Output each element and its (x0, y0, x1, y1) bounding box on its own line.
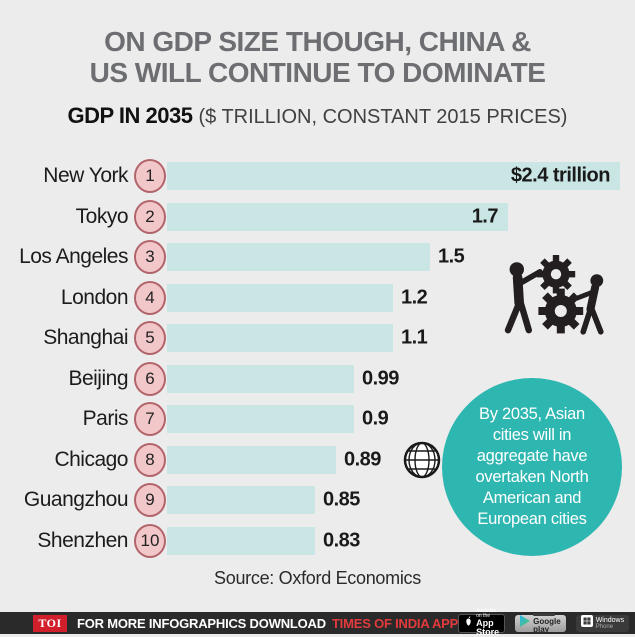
rank-badge: 9 (134, 483, 166, 518)
value-label: 0.99 (362, 367, 399, 390)
rank-badge: 10 (134, 523, 166, 558)
gdp-bar (167, 283, 393, 312)
city-label: Paris (82, 407, 129, 431)
title-line-1: ON GDP SIZE THOUGH, CHINA & (104, 26, 531, 57)
gdp-bar (167, 324, 393, 353)
gdp-bar (167, 364, 354, 393)
annotation-bubble: By 2035, Asian cities will in aggregate ha… (442, 378, 622, 556)
value-label: 0.85 (323, 488, 360, 511)
chart-row: Shenzhen 0.83 10 (0, 521, 635, 562)
city-label: Shanghai (43, 326, 128, 350)
footer-text-red: TIMES OF INDIA APP (331, 615, 459, 631)
app-store-label: App Store (476, 618, 500, 637)
value-label: 0.83 (323, 529, 360, 552)
footer-text: FOR MORE INFOGRAPHICS DOWNLOAD TIMES OF I… (77, 616, 458, 631)
title-line-2: US WILL CONTINUE TO DOMINATE (89, 57, 546, 88)
city-label: Chicago (54, 447, 128, 471)
rank-badge: 4 (134, 280, 166, 315)
windows-phone-badge[interactable]: Windows Phone (575, 614, 630, 632)
chart-subtitle: GDP IN 2035 ($ TRILLION, CONSTANT 2015 PR… (0, 103, 635, 129)
value-label: 1.7 (471, 205, 499, 228)
gdp-bar (167, 405, 354, 434)
gdp-bar: 1.7 (167, 202, 508, 231)
rank-badge: 3 (134, 240, 166, 275)
chart-row: Paris 0.9 7 (0, 399, 635, 440)
value-label: $2.4 trillion (510, 164, 611, 187)
google-play-icon (520, 614, 531, 632)
value-label: 0.9 (362, 407, 389, 430)
chart-row: New York $2.4 trillion 1 (0, 156, 635, 197)
google-play-label: Google play (533, 616, 561, 634)
city-label: Beijing (68, 366, 128, 390)
app-store-tagline: Available on the (476, 608, 497, 619)
chart-row: Guangzhou 0.85 9 (0, 480, 635, 521)
bar-chart: New York $2.4 trillion 1 Tokyo 1.7 2 Los Angel… (0, 156, 635, 561)
globe-icon (402, 440, 442, 485)
footer-bar: TOI FOR MORE INFOGRAPHICS DOWNLOAD TIMES … (0, 609, 635, 637)
page-title: ON GDP SIZE THOUGH, CHINA & US WILL CONT… (0, 26, 635, 88)
rank-badge: 6 (134, 361, 166, 396)
toi-logo: TOI (33, 614, 67, 632)
value-label: 0.89 (344, 448, 381, 471)
rank-badge: 1 (134, 159, 166, 194)
value-label: 1.1 (401, 326, 428, 349)
chart-row: Chicago 0.89 8 (0, 440, 635, 481)
city-label: Tokyo (75, 204, 129, 228)
gdp-bar: $2.4 trillion (167, 162, 620, 191)
source-credit: Source: Oxford Economics (214, 568, 421, 588)
app-store-badge[interactable]: Available on the App Store (458, 609, 506, 637)
google-play-badge[interactable]: Google play (515, 612, 566, 634)
windows-phone-label-2: Phone (595, 623, 614, 630)
gdp-bar (167, 486, 315, 515)
value-label: 1.2 (401, 286, 428, 309)
rank-badge: 8 (134, 442, 166, 477)
chart-row: Tokyo 1.7 2 (0, 197, 635, 238)
chart-row: Beijing 0.99 6 (0, 359, 635, 400)
gdp-bar (167, 243, 430, 272)
city-label: Guangzhou (23, 488, 129, 512)
chart-row: Shanghai 1.1 5 (0, 318, 635, 359)
city-label: Shenzhen (37, 528, 128, 552)
teamwork-gears-icon (500, 250, 612, 345)
chart-row: Los Angeles 1.5 3 (0, 237, 635, 278)
footer-text-white: FOR MORE INFOGRAPHICS DOWNLOAD (77, 615, 326, 631)
apple-icon (464, 614, 473, 632)
windows-icon (580, 614, 593, 632)
city-label: New York (43, 164, 128, 188)
chart-row: London 1.2 4 (0, 278, 635, 319)
store-badges: Available on the App Store Google play (458, 609, 630, 637)
windows-phone-label-1: Windows (595, 616, 625, 624)
city-label: Los Angeles (19, 245, 128, 269)
annotation-text: By 2035, Asian cities will in aggregate ha… (475, 405, 589, 528)
chart-subtitle-units: ($ TRILLION, CONSTANT 2015 PRICES) (198, 106, 568, 128)
rank-badge: 2 (134, 199, 166, 234)
gdp-bar (167, 445, 336, 474)
rank-badge: 5 (134, 321, 166, 356)
chart-subtitle-bold: GDP IN 2035 (67, 103, 193, 128)
gdp-bar (167, 526, 315, 555)
rank-badge: 7 (134, 402, 166, 437)
city-label: London (60, 285, 129, 309)
google-play-tagline (533, 612, 556, 616)
value-label: 1.5 (438, 245, 465, 268)
